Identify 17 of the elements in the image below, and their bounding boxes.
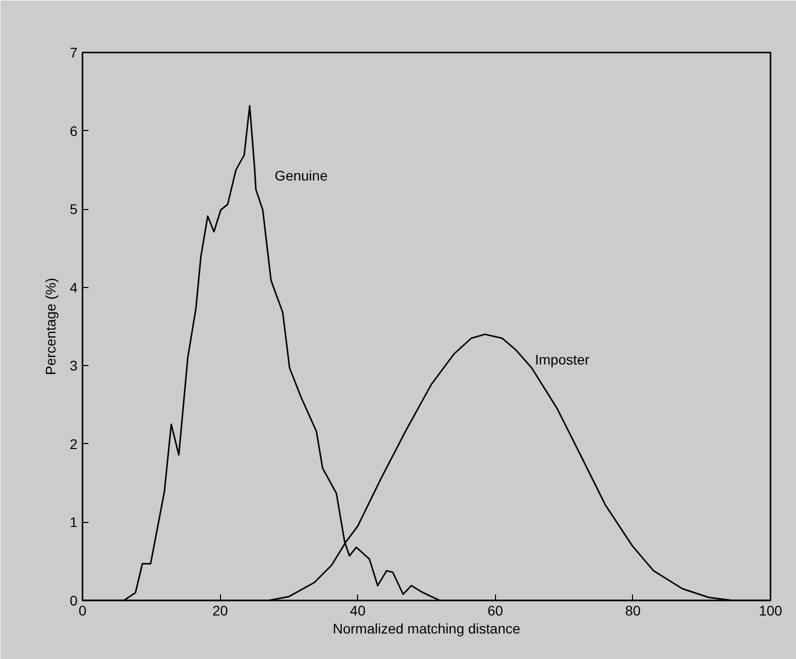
x-axis-title: Normalized matching distance: [332, 620, 520, 636]
y-tick-label: 2: [70, 436, 78, 452]
x-tick-label: 20: [212, 602, 228, 618]
x-tick-label: 40: [350, 602, 366, 618]
x-tick-label: 60: [488, 602, 504, 618]
y-axis-title: Percentage (%): [42, 278, 59, 376]
x-tick-label: 80: [625, 602, 641, 618]
y-tick-label: 0: [70, 592, 78, 608]
y-tick-label: 4: [70, 279, 78, 296]
series-label: Imposter: [534, 351, 590, 368]
series-label: Genuine: [274, 168, 328, 184]
y-tick-label: 6: [70, 122, 78, 139]
y-tick-label: 1: [70, 514, 78, 530]
y-tick-label: 7: [70, 44, 78, 60]
x-tick-label: 100: [758, 602, 782, 618]
y-tick-label: 5: [70, 201, 78, 218]
y-tick-label: 3: [70, 358, 78, 374]
